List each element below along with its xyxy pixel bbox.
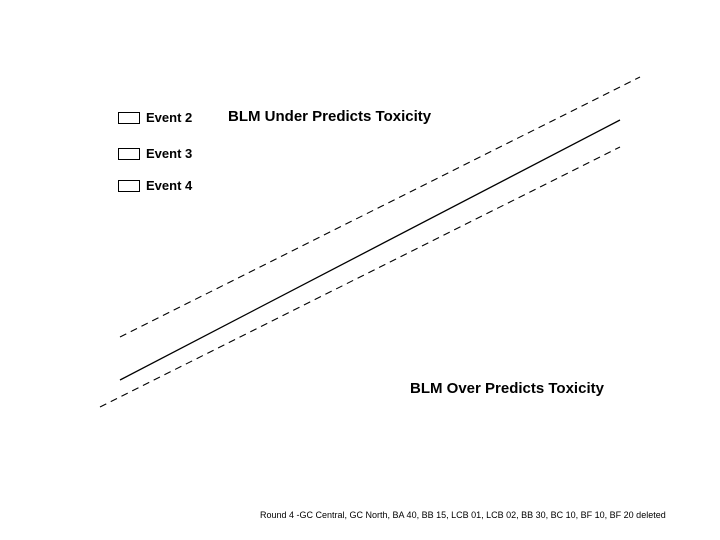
legend-item-event2: Event 2: [118, 110, 192, 125]
legend-swatch: [118, 180, 140, 192]
chart-stage: { "canvas": { "width": 720, "height": 54…: [0, 0, 720, 540]
center-solid-line: [120, 120, 620, 380]
legend-swatch: [118, 112, 140, 124]
legend-swatch: [118, 148, 140, 160]
annotation-over-predicts: BLM Over Predicts Toxicity: [410, 380, 604, 397]
footer-note: Round 4 -GC Central, GC North, BA 40, BB…: [260, 510, 666, 520]
legend-label: Event 2: [146, 110, 192, 125]
legend-item-event4: Event 4: [118, 178, 192, 193]
annotation-under-predicts: BLM Under Predicts Toxicity: [228, 108, 431, 125]
line-plot: [0, 0, 720, 540]
legend-item-event3: Event 3: [118, 146, 192, 161]
legend-label: Event 4: [146, 178, 192, 193]
legend-label: Event 3: [146, 146, 192, 161]
